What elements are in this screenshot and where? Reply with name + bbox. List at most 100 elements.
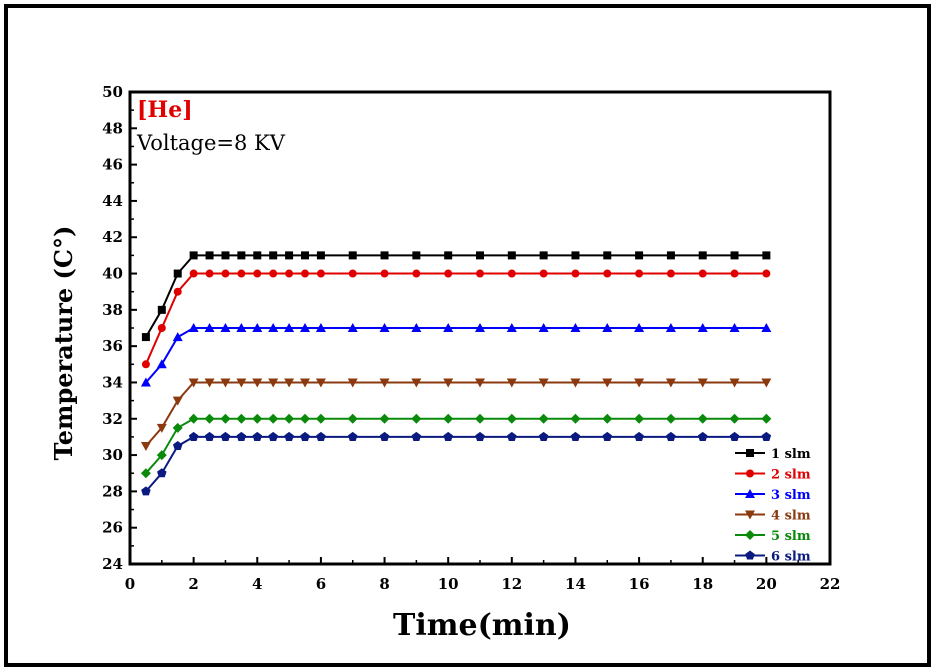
data-point xyxy=(204,323,215,332)
data-point xyxy=(172,396,183,406)
data-point xyxy=(300,378,310,388)
data-point xyxy=(268,431,278,441)
data-point xyxy=(379,378,390,388)
x-tick-label: 4 xyxy=(252,575,262,593)
data-point xyxy=(538,378,549,388)
legend-marker xyxy=(746,469,754,478)
legend-label: 5 slm xyxy=(771,529,811,544)
data-point xyxy=(538,323,549,332)
y-tick-label: 46 xyxy=(102,156,123,174)
data-point xyxy=(697,378,708,388)
data-point xyxy=(634,378,645,388)
x-tick-label: 12 xyxy=(501,575,522,593)
data-point xyxy=(205,251,214,260)
data-point xyxy=(603,269,612,278)
data-point xyxy=(411,323,422,332)
data-point xyxy=(268,413,279,424)
data-point xyxy=(634,323,645,332)
y-tick-label: 44 xyxy=(102,192,123,210)
data-point xyxy=(315,323,326,332)
data-point xyxy=(300,413,310,424)
data-point xyxy=(379,413,390,424)
x-tick-label: 8 xyxy=(379,575,389,593)
voltage-annotation: Voltage=8 KV xyxy=(136,131,286,155)
data-point xyxy=(141,486,151,496)
data-point xyxy=(411,413,422,424)
data-point xyxy=(665,413,676,424)
data-point xyxy=(697,413,708,424)
data-point xyxy=(188,431,199,441)
data-point xyxy=(697,431,708,441)
data-point xyxy=(666,431,676,441)
data-point xyxy=(602,323,613,332)
data-point xyxy=(443,413,454,424)
data-point xyxy=(665,323,676,332)
data-point xyxy=(539,251,548,260)
legend-item: 1 slm xyxy=(735,447,811,462)
axes: 0 2 4 6 8 10 12 14 16 18 20 22242628303234363840424… xyxy=(102,83,840,593)
y-tick-label: 38 xyxy=(102,301,123,319)
data-point xyxy=(666,251,675,260)
data-point xyxy=(300,431,310,441)
data-point xyxy=(412,269,421,278)
data-point xyxy=(476,269,484,278)
data-point xyxy=(315,413,326,424)
data-point xyxy=(635,269,644,278)
data-point xyxy=(570,378,581,388)
data-point xyxy=(204,431,215,441)
legend-marker xyxy=(745,489,755,498)
data-point xyxy=(634,413,645,424)
data-point xyxy=(269,269,278,278)
x-tick-label: 16 xyxy=(629,575,650,593)
legend-item: 4 slm xyxy=(735,509,811,524)
y-tick-label: 50 xyxy=(102,83,123,101)
data-point xyxy=(316,251,325,260)
series-4 xyxy=(140,378,772,451)
data-point xyxy=(506,413,517,424)
data-point xyxy=(729,413,740,424)
series-line xyxy=(144,272,767,365)
data-point xyxy=(762,269,771,278)
data-point xyxy=(475,431,485,441)
y-tick-label: 26 xyxy=(102,519,123,537)
series-5 xyxy=(140,413,772,479)
data-point xyxy=(507,431,517,441)
data-point xyxy=(156,359,167,369)
data-point xyxy=(506,378,517,388)
data-point xyxy=(570,431,581,441)
data-point xyxy=(347,378,358,388)
data-point xyxy=(221,251,230,260)
data-point xyxy=(761,378,772,388)
data-point xyxy=(348,269,357,278)
data-point xyxy=(141,360,150,369)
data-point xyxy=(220,323,231,332)
data-point xyxy=(157,324,166,332)
x-tick-label: 14 xyxy=(565,575,586,593)
data-point xyxy=(237,251,246,260)
data-point xyxy=(665,378,676,388)
data-point xyxy=(284,378,295,388)
data-point xyxy=(444,251,453,260)
data-point xyxy=(697,323,708,332)
data-point xyxy=(379,431,390,441)
data-point xyxy=(539,269,548,278)
gas-annotation: [He] xyxy=(137,97,193,123)
data-point xyxy=(571,269,580,278)
data-point xyxy=(729,431,740,441)
legend-label: 4 slm xyxy=(771,509,811,524)
data-point xyxy=(730,269,739,278)
data-point xyxy=(156,423,167,433)
data-point xyxy=(475,323,485,332)
y-tick-label: 24 xyxy=(102,555,123,573)
data-point xyxy=(347,413,358,424)
data-point xyxy=(140,377,151,387)
data-point xyxy=(570,323,581,332)
x-tick-label: 6 xyxy=(316,575,326,593)
legend-label: 2 slm xyxy=(771,468,811,483)
y-tick-label: 42 xyxy=(102,228,123,246)
data-point xyxy=(269,251,278,260)
data-point xyxy=(506,323,517,332)
data-point xyxy=(205,269,214,278)
data-point xyxy=(173,287,182,296)
legend-marker xyxy=(745,530,755,540)
